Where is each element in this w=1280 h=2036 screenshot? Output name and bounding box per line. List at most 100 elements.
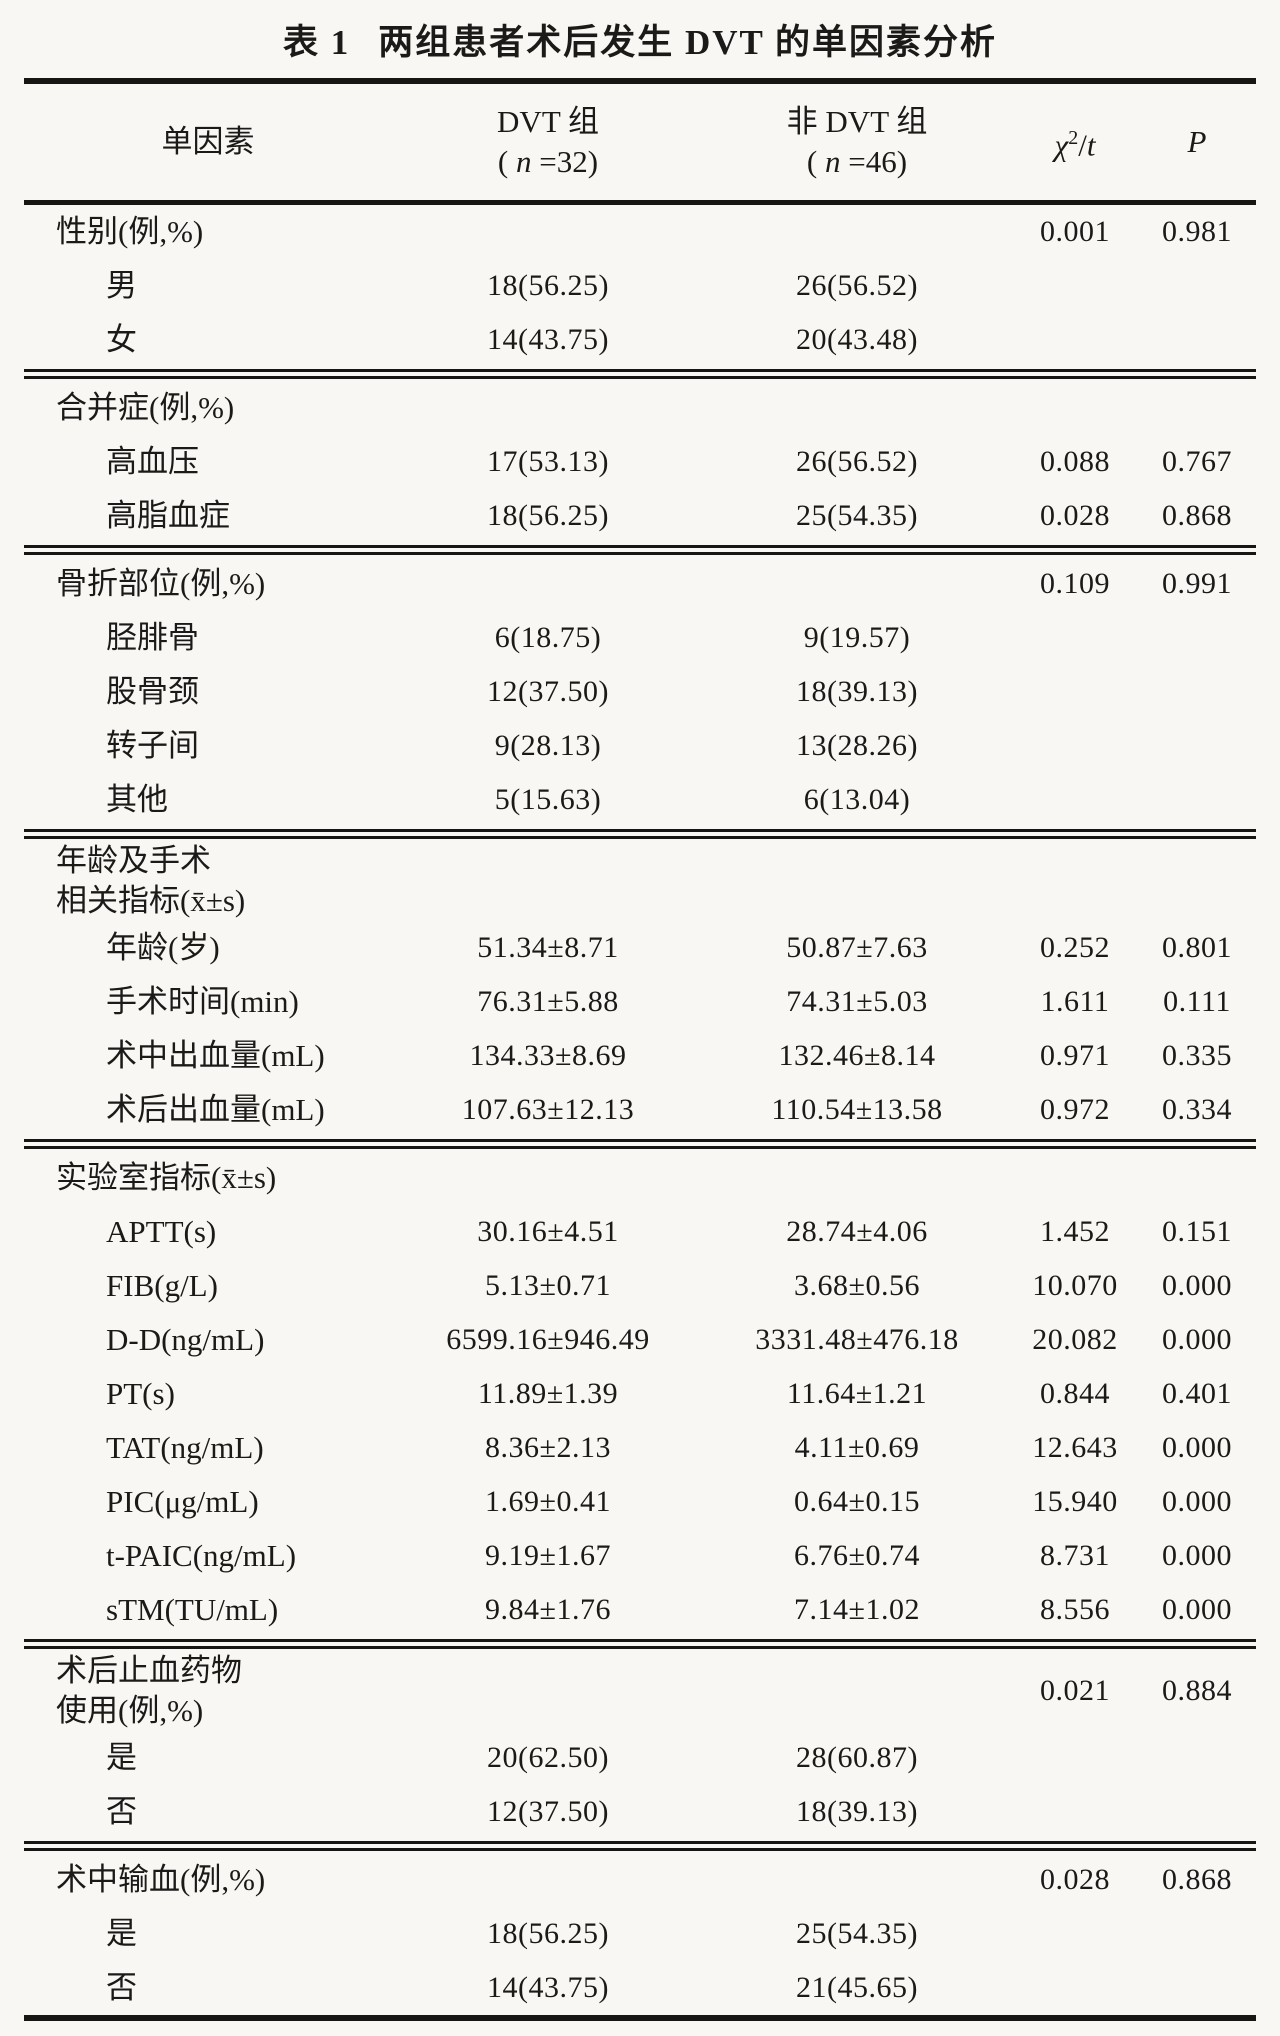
table-row: 性别(例,%) 0.001 0.981 [24, 205, 1256, 259]
row-label: 股骨颈 [106, 674, 199, 709]
chi-t-value: 0.971 [1040, 1039, 1110, 1072]
table-row: t-PAIC(ng/mL) 9.19±1.67 6.76±0.74 8.731 0.00… [24, 1529, 1256, 1583]
dvt-group-value: 9.19±1.67 [485, 1539, 611, 1572]
table-row: 是 20(62.50) 28(60.87) [24, 1731, 1256, 1785]
dvt-group-value: 76.31±5.88 [477, 985, 619, 1018]
row-label: 术中输血(例,%) [56, 1862, 266, 1897]
column-header-p: P [1140, 122, 1254, 162]
p-value: 0.335 [1162, 1039, 1232, 1072]
dvt-group-value: 20(62.50) [487, 1741, 609, 1774]
chi-t-value: 10.070 [1032, 1269, 1118, 1302]
non-dvt-group-value: 3.68±0.56 [794, 1269, 920, 1302]
section-divider [24, 1841, 1256, 1851]
p-value: 0.401 [1162, 1377, 1232, 1410]
non-dvt-group-value: 13(28.26) [796, 729, 918, 762]
row-label: 否 [106, 1794, 137, 1829]
table-row: 术后止血药物 使用(例,%) 0.021 0.884 [24, 1651, 1256, 1731]
chi-symbol: χ [1054, 127, 1069, 163]
chi-t-value: 0.021 [1040, 1674, 1110, 1707]
p-value: 0.000 [1162, 1593, 1232, 1626]
non-dvt-group-value: 11.64±1.21 [786, 1377, 928, 1410]
dvt-group-value: 5.13±0.71 [485, 1269, 611, 1302]
non-dvt-group-value: 3331.48±476.18 [755, 1323, 959, 1356]
p-value: 0.991 [1162, 567, 1232, 600]
p-value: 0.000 [1162, 1431, 1232, 1464]
non-dvt-group-value: 21(45.65) [796, 1971, 918, 2004]
table-number: 表 1 [282, 23, 351, 62]
row-label: 高血压 [106, 444, 199, 479]
p-value: 0.334 [1162, 1093, 1232, 1126]
non-dvt-group-value: 0.64±0.15 [794, 1485, 920, 1518]
row-label: 手术时间(min) [106, 984, 299, 1019]
non-dvt-group-value: 28.74±4.06 [786, 1215, 928, 1248]
table-title: 表 1 两组患者术后发生 DVT 的单因素分析 [24, 6, 1256, 78]
section-divider [24, 1139, 1256, 1149]
p-value: 0.884 [1162, 1674, 1232, 1707]
table-title-text: 两组患者术后发生 DVT 的单因素分析 [378, 23, 998, 62]
non-dvt-group-value: 20(43.48) [796, 323, 918, 356]
row-label: 是 [106, 1916, 137, 1951]
table-row: 合并症(例,%) [24, 381, 1256, 435]
non-dvt-group-name: 非 DVT 组 [786, 104, 928, 139]
non-dvt-group-value: 25(54.35) [796, 1917, 918, 1950]
row-label: PT(s) [106, 1376, 175, 1411]
p-value: 0.000 [1162, 1323, 1232, 1356]
section-divider [24, 1639, 1256, 1649]
non-dvt-group-n: ( n =46) [704, 142, 1010, 182]
row-label: 男 [106, 268, 137, 303]
table-row: 实验室指标(x̄±s) [24, 1151, 1256, 1205]
chi-t-value: 8.731 [1040, 1539, 1110, 1572]
dvt-group-value: 11.89±1.39 [477, 1377, 619, 1410]
section-divider [24, 369, 1256, 379]
row-label: PIC(μg/mL) [106, 1484, 259, 1519]
row-label: D-D(ng/mL) [106, 1322, 265, 1357]
chi-t-value: 20.082 [1032, 1323, 1118, 1356]
column-header-chi-t: χ2/t [1010, 118, 1140, 165]
table-bottom-rule [24, 2015, 1256, 2021]
non-dvt-group-value: 9(19.57) [803, 621, 911, 654]
section-divider [24, 545, 1256, 555]
dvt-group-value: 12(37.50) [487, 1795, 609, 1828]
dvt-group-value: 30.16±4.51 [477, 1215, 619, 1248]
table-header-row: 单因素 DVT 组 ( n =32) 非 DVT 组 ( n =46) χ2/t… [24, 84, 1256, 200]
non-dvt-group-value: 110.54±13.58 [771, 1093, 943, 1126]
row-label: t-PAIC(ng/mL) [106, 1538, 297, 1573]
factor-header-label: 单因素 [161, 124, 255, 159]
non-dvt-group-value: 4.11±0.69 [794, 1431, 920, 1464]
chi-t-value: 0.001 [1040, 215, 1110, 248]
row-label: FIB(g/L) [106, 1268, 218, 1303]
chi-t-value: 0.028 [1040, 499, 1110, 532]
table-row: TAT(ng/mL) 8.36±2.13 4.11±0.69 12.643 0.000 [24, 1421, 1256, 1475]
dvt-n-open: ( [497, 144, 516, 179]
p-value: 0.868 [1162, 1863, 1232, 1896]
chi-t-value: 0.252 [1040, 931, 1110, 964]
dvt-group-value: 14(43.75) [487, 323, 609, 356]
table-row: 男 18(56.25) 26(56.52) [24, 259, 1256, 313]
table-row: 女 14(43.75) 20(43.48) [24, 313, 1256, 367]
non-dvt-group-value: 132.46±8.14 [778, 1039, 936, 1072]
table-row: 转子间 9(28.13) 13(28.26) [24, 719, 1256, 773]
row-label: 术中出血量(mL) [106, 1038, 325, 1073]
dvt-group-value: 1.69±0.41 [485, 1485, 611, 1518]
table-row: 年龄(岁) 51.34±8.71 50.87±7.63 0.252 0.801 [24, 921, 1256, 975]
table-top-rule [24, 78, 1256, 84]
section-divider [24, 829, 1256, 839]
non-dvt-group-value: 28(60.87) [796, 1741, 918, 1774]
chi-t-value: 8.556 [1040, 1593, 1110, 1626]
table-row: APTT(s) 30.16±4.51 28.74±4.06 1.452 0.151 [24, 1205, 1256, 1259]
dvt-group-value: 9.84±1.76 [485, 1593, 611, 1626]
dvt-group-value: 107.63±12.13 [461, 1093, 635, 1126]
row-label: 年龄及手术 相关指标(x̄±s) [56, 843, 246, 918]
table-row: 高脂血症 18(56.25) 25(54.35) 0.028 0.868 [24, 489, 1256, 543]
table-row: PT(s) 11.89±1.39 11.64±1.21 0.844 0.401 [24, 1367, 1256, 1421]
p-value: 0.801 [1162, 931, 1232, 964]
row-label: 骨折部位(例,%) [56, 566, 266, 601]
chi-t-value: 0.028 [1040, 1863, 1110, 1896]
dvt-group-value: 18(56.25) [487, 269, 609, 302]
row-label: 合并症(例,%) [56, 390, 235, 425]
non-dvt-group-value: 6(13.04) [803, 783, 911, 816]
row-label: 转子间 [106, 728, 199, 763]
stat-slash: / [1078, 127, 1087, 163]
dvt-n-symbol: n [516, 144, 532, 179]
p-header-label: P [1187, 124, 1207, 159]
